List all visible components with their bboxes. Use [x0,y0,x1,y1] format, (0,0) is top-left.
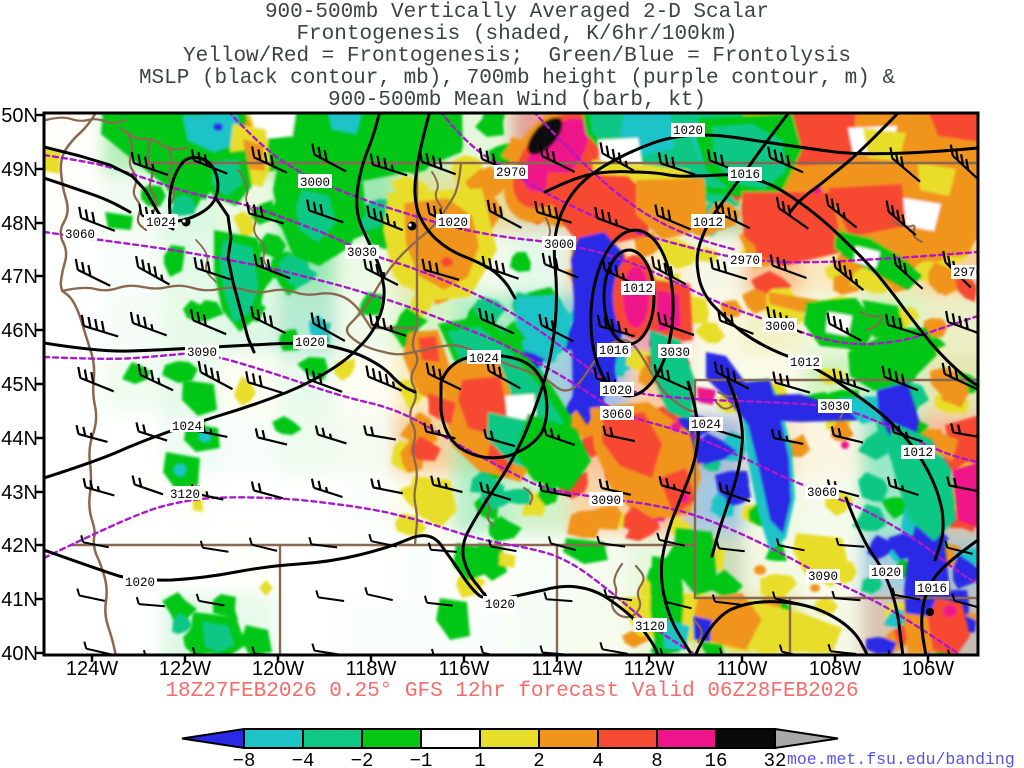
svg-text:8: 8 [651,750,662,768]
svg-text:3060: 3060 [602,408,632,422]
svg-text:3090: 3090 [591,494,621,508]
svg-text:46N: 46N [1,320,38,342]
svg-text:110W: 110W [717,658,768,680]
svg-text:1020: 1020 [673,124,703,138]
svg-text:114W: 114W [532,658,583,680]
svg-text:1012: 1012 [903,446,933,460]
svg-text:moe.met.fsu.edu/banding: moe.met.fsu.edu/banding [787,750,1015,768]
svg-text:45N: 45N [1,374,38,396]
svg-text:1016: 1016 [917,582,947,596]
svg-text:1020: 1020 [438,216,468,230]
svg-text:3030: 3030 [347,246,377,260]
svg-text:41N: 41N [1,589,38,611]
svg-text:1024: 1024 [146,216,176,230]
svg-text:3060: 3060 [65,228,95,242]
svg-text:18Z27FEB2026 0.25° GFS 12hr fo: 18Z27FEB2026 0.25° GFS 12hr forecast Val… [165,680,858,703]
svg-text:49N: 49N [1,159,38,181]
svg-text:42N: 42N [1,535,38,557]
svg-text:1016: 1016 [730,168,760,182]
svg-text:1016: 1016 [599,344,629,358]
svg-text:3030: 3030 [660,346,690,360]
svg-text:47N: 47N [1,266,38,288]
svg-text:3000: 3000 [544,238,574,252]
svg-text:122W: 122W [159,658,211,680]
svg-text:1: 1 [474,750,485,768]
svg-text:1020: 1020 [602,384,632,398]
svg-text:32: 32 [764,750,787,768]
svg-text:MSLP (black contour, mb), 700m: MSLP (black contour, mb), 700mb height (… [139,67,896,90]
svg-text:1012: 1012 [790,356,820,370]
svg-text:2970: 2970 [953,266,983,280]
svg-text:44N: 44N [1,428,38,450]
svg-text:112W: 112W [624,658,675,680]
svg-text:3000: 3000 [765,320,795,334]
svg-text:1020: 1020 [295,336,325,350]
svg-text:Yellow/Red = Frontogenesis; G: Yellow/Red = Frontogenesis; Green/Blue =… [183,45,851,68]
svg-text:1012: 1012 [693,216,723,230]
svg-text:16: 16 [705,750,728,768]
svg-text:40N: 40N [1,643,38,665]
svg-text:3120: 3120 [170,488,200,502]
svg-text:900-500mb Mean Wind (barb, kt): 900-500mb Mean Wind (barb, kt) [328,89,706,112]
svg-text:−8: −8 [233,750,256,768]
svg-text:106W: 106W [902,658,954,680]
svg-text:1024: 1024 [172,420,202,434]
svg-text:43N: 43N [1,482,38,504]
svg-text:3060: 3060 [807,486,837,500]
svg-text:1024: 1024 [469,352,499,366]
svg-text:−4: −4 [292,750,315,768]
svg-text:1024: 1024 [691,418,721,432]
svg-text:124W: 124W [66,658,118,680]
svg-text:3120: 3120 [635,620,665,634]
svg-text:1020: 1020 [485,598,515,612]
svg-text:−2: −2 [351,750,374,768]
svg-text:3030: 3030 [820,400,850,414]
svg-text:2970: 2970 [496,166,526,180]
svg-text:48N: 48N [1,213,38,235]
svg-text:4: 4 [592,750,603,768]
svg-text:3090: 3090 [808,570,838,584]
svg-text:900-500mb Vertically Averaged: 900-500mb Vertically Averaged 2-D Scalar [265,1,769,24]
svg-text:2: 2 [533,750,544,768]
svg-text:3090: 3090 [187,346,217,360]
svg-text:116W: 116W [439,658,490,680]
svg-text:1012: 1012 [623,282,653,296]
svg-text:118W: 118W [346,658,397,680]
svg-text:1020: 1020 [871,566,901,580]
svg-text:120W: 120W [252,658,304,680]
svg-text:108W: 108W [809,658,861,680]
svg-text:2970: 2970 [730,254,760,268]
svg-text:3000: 3000 [300,176,330,190]
svg-text:−1: −1 [410,750,433,768]
svg-text:Frontogenesis (shaded, K/6hr/1: Frontogenesis (shaded, K/6hr/100km) [296,23,737,46]
svg-text:1020: 1020 [125,576,155,590]
svg-text:50N: 50N [1,105,38,127]
